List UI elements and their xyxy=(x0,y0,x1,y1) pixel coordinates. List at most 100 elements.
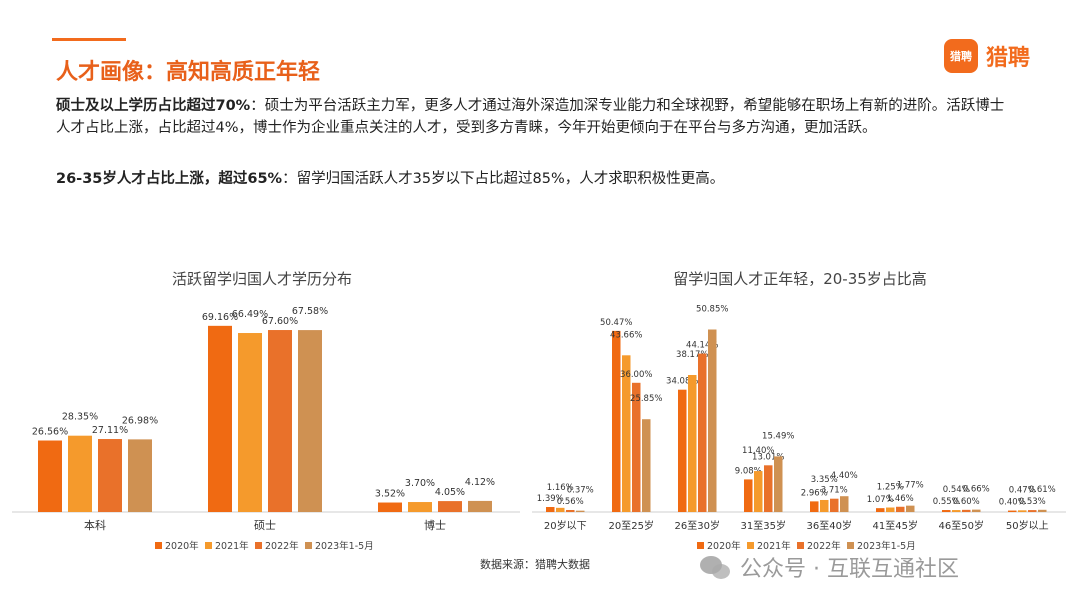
chart-2-data-label: 0.47% xyxy=(1009,485,1036,495)
chart-2-bar xyxy=(678,389,687,512)
chart-2-data-label: 0.60% xyxy=(953,497,980,507)
chart-1-bar xyxy=(208,325,232,512)
chart-1-data-label: 4.05% xyxy=(435,487,465,498)
chart-2-bar xyxy=(546,507,555,512)
chart-2-data-label: 1.25% xyxy=(877,483,904,493)
chart-2-data-label: 36.00% xyxy=(620,370,652,380)
chart-2-data-label: 34.08% xyxy=(666,377,698,387)
chart-2-data-label: 0.56% xyxy=(557,497,584,507)
chart-1-bar xyxy=(38,440,62,512)
chart-2-tick-label: 41至45岁 xyxy=(873,519,918,532)
chart-2-bar xyxy=(1008,510,1017,512)
chart-1-legend-swatch xyxy=(305,542,312,549)
chart-2-data-label: 1.39% xyxy=(537,494,564,504)
summary-text-age: ：留学归国活跃人才35岁以下占比超过85%，人才求职积极性更高。 xyxy=(282,171,725,187)
chart-2-bar xyxy=(612,330,621,512)
chart-2-legend-label: 2023年1-5月 xyxy=(857,540,916,552)
chart-2-bar xyxy=(556,507,565,512)
chart-1-data-label: 69.16% xyxy=(202,312,238,323)
chart-2-data-label: 0.66% xyxy=(963,485,990,495)
chart-2-bar xyxy=(754,471,763,512)
page-title: 人才画像：高知高质正年轻 xyxy=(56,60,321,85)
chart-2-bar xyxy=(952,510,961,512)
chart-2-tick-label: 20岁以下 xyxy=(544,519,587,532)
chart-2-legend-swatch xyxy=(747,542,754,549)
chart-2-data-label: 1.07% xyxy=(867,495,894,505)
chart-2-data-label: 25.85% xyxy=(630,394,662,404)
chart-2-data-label: 15.49% xyxy=(762,431,794,441)
chart-1-data-label: 26.98% xyxy=(122,415,158,426)
chart-2-tick-label: 46至50岁 xyxy=(939,519,984,532)
wechat-icon xyxy=(700,554,730,580)
chart-2-legend-label: 2022年 xyxy=(807,540,841,552)
chart-2-data-label: 11.40% xyxy=(742,446,774,456)
title-accent-rule xyxy=(52,38,126,41)
chart-1-tick-label: 硕士 xyxy=(254,519,276,532)
chart-2-bar xyxy=(744,479,753,512)
summary-paragraph-education: 硕士及以上学历占比超过70%：硕士为平台活跃主力军，更多人才通过海外深造加深专业… xyxy=(56,95,1006,139)
chart-2-data-label: 0.55% xyxy=(933,497,960,507)
chart-1-data-label: 3.52% xyxy=(375,489,405,500)
chart-2-bar xyxy=(774,456,783,512)
chart-1-data-label: 67.58% xyxy=(292,306,328,317)
chart-1-legend-swatch xyxy=(205,542,212,549)
chart-2-data-label: 9.08% xyxy=(735,466,762,476)
chart-2-data-label: 0.37% xyxy=(567,486,594,496)
chart-2-bar xyxy=(688,375,697,512)
chart-2-data-label: 2.96% xyxy=(801,488,828,498)
chart-1-bar xyxy=(238,333,262,512)
chart-1-legend-label: 2022年 xyxy=(265,540,299,552)
chart-2-bar xyxy=(840,496,849,512)
chart-2-data-label: 1.77% xyxy=(897,481,924,491)
chart-2-bar xyxy=(906,505,915,512)
chart-1-bar xyxy=(98,439,122,512)
chart-1-bar xyxy=(408,502,432,512)
summary-paragraph-age: 26-35岁人才占比上涨，超过65%：留学归国活跃人才35岁以下占比超过85%，… xyxy=(56,168,1006,190)
chart-2-tick-label: 20至25岁 xyxy=(609,519,654,532)
chart-2-bar xyxy=(896,506,905,512)
summary-highlight-education: 硕士及以上学历占比超过70% xyxy=(56,98,251,114)
chart-2-data-label: 4.40% xyxy=(831,471,858,481)
chart-1-bar xyxy=(128,439,152,512)
chart-2-bar xyxy=(764,465,773,512)
chart-2-bar xyxy=(566,509,575,512)
chart-2-bar xyxy=(820,499,829,512)
chart-2-bar xyxy=(830,498,839,512)
chart-2-legend-label: 2020年 xyxy=(707,540,741,552)
chart-2-bar xyxy=(622,355,631,512)
chart-1-legend-swatch xyxy=(155,542,162,549)
chart-1-tick-label: 博士 xyxy=(424,519,446,532)
chart-2-bar xyxy=(810,501,819,512)
chart-2-legend-swatch xyxy=(847,542,854,549)
chart-2-data-label: 50.47% xyxy=(600,318,632,328)
watermark-text: 公众号 · 互联互通社区 xyxy=(740,557,959,582)
chart-2-bar xyxy=(642,419,651,512)
chart-2-bar xyxy=(1028,510,1037,512)
chart-2-data-label: 13.01% xyxy=(752,452,784,462)
chart-1-legend-label: 2023年1-5月 xyxy=(315,540,374,552)
chart-1-data-label: 4.12% xyxy=(465,477,495,488)
chart-2-data-label: 3.71% xyxy=(821,486,848,496)
chart-1-bar xyxy=(268,330,292,512)
chart-2-data-label: 50.85% xyxy=(696,304,728,314)
chart-2-bar xyxy=(576,510,585,512)
chart-2-data-label: 44.14% xyxy=(686,341,718,351)
chart-2-data-label: 43.66% xyxy=(610,330,642,340)
chart-2-legend-swatch xyxy=(697,542,704,549)
chart-2-bar xyxy=(1018,510,1027,512)
chart-2-bar xyxy=(942,510,951,512)
chart-1-data-label: 28.35% xyxy=(62,412,98,423)
chart-2-data-label: 0.53% xyxy=(1019,497,1046,507)
chart-2-bar xyxy=(708,329,717,512)
summary-text-education: ：硕士为平台活跃主力军，更多人才通过海外深造加深专业能力和全球视野，希望能够在职… xyxy=(56,98,1005,136)
chart-1-data-label: 66.49% xyxy=(232,309,268,320)
chart-1-title: 活跃留学归国人才学历分布 xyxy=(172,270,352,288)
chart-1-bar xyxy=(438,501,462,512)
chart-1-data-label: 27.11% xyxy=(92,425,128,436)
chart-1-bar xyxy=(298,330,322,512)
data-source-note: 数据来源：猎聘大数据 xyxy=(480,558,590,571)
chart-2-data-label: 0.54% xyxy=(943,485,970,495)
chart-2-data-label: 0.61% xyxy=(1029,485,1056,495)
chart-1-legend-label: 2020年 xyxy=(165,540,199,552)
